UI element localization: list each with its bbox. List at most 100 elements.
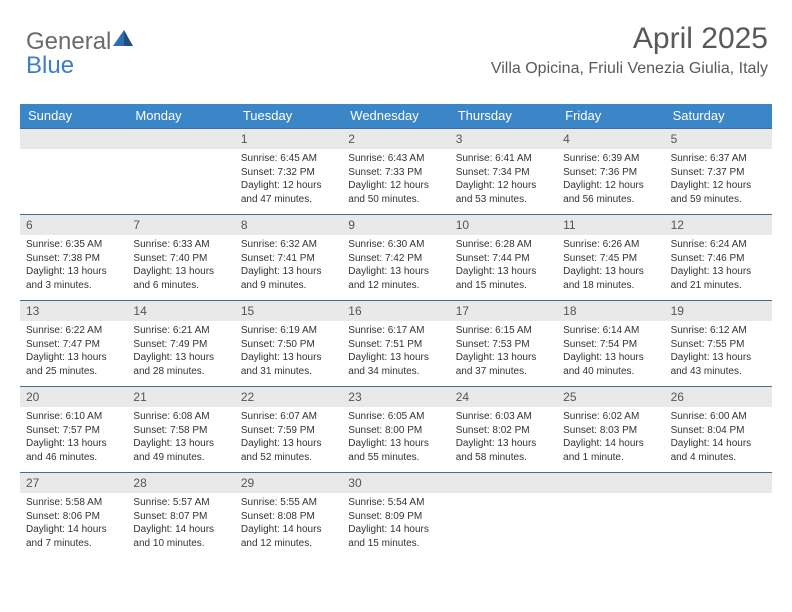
calendar-cell: 16Sunrise: 6:17 AMSunset: 7:51 PMDayligh… bbox=[342, 300, 449, 386]
cell-body: Sunrise: 6:17 AMSunset: 7:51 PMDaylight:… bbox=[342, 321, 449, 382]
day-number: 15 bbox=[235, 301, 342, 321]
sunset-line: Sunset: 8:09 PM bbox=[348, 510, 443, 524]
calendar-cell-empty bbox=[127, 128, 234, 214]
sunset-line: Sunset: 7:54 PM bbox=[563, 338, 658, 352]
day-number bbox=[20, 129, 127, 149]
sunrise-line: Sunrise: 6:14 AM bbox=[563, 324, 658, 338]
sunset-line: Sunset: 8:00 PM bbox=[348, 424, 443, 438]
day-number: 1 bbox=[235, 129, 342, 149]
sunset-line: Sunset: 8:03 PM bbox=[563, 424, 658, 438]
calendar-cell: 6Sunrise: 6:35 AMSunset: 7:38 PMDaylight… bbox=[20, 214, 127, 300]
sunrise-line: Sunrise: 6:10 AM bbox=[26, 410, 121, 424]
cell-body: Sunrise: 6:05 AMSunset: 8:00 PMDaylight:… bbox=[342, 407, 449, 468]
day-number: 6 bbox=[20, 215, 127, 235]
day-number bbox=[450, 473, 557, 493]
day-number: 16 bbox=[342, 301, 449, 321]
cell-body: Sunrise: 6:24 AMSunset: 7:46 PMDaylight:… bbox=[665, 235, 772, 296]
daylight-line: Daylight: 13 hours and 6 minutes. bbox=[133, 265, 228, 292]
cell-body: Sunrise: 6:07 AMSunset: 7:59 PMDaylight:… bbox=[235, 407, 342, 468]
daylight-line: Daylight: 12 hours and 56 minutes. bbox=[563, 179, 658, 206]
day-number: 13 bbox=[20, 301, 127, 321]
sunset-line: Sunset: 7:59 PM bbox=[241, 424, 336, 438]
daylight-line: Daylight: 14 hours and 10 minutes. bbox=[133, 523, 228, 550]
calendar-cell: 25Sunrise: 6:02 AMSunset: 8:03 PMDayligh… bbox=[557, 386, 664, 472]
sunset-line: Sunset: 7:45 PM bbox=[563, 252, 658, 266]
cell-body: Sunrise: 5:58 AMSunset: 8:06 PMDaylight:… bbox=[20, 493, 127, 554]
day-number: 11 bbox=[557, 215, 664, 235]
day-number bbox=[127, 129, 234, 149]
sunset-line: Sunset: 7:46 PM bbox=[671, 252, 766, 266]
cell-body: Sunrise: 6:26 AMSunset: 7:45 PMDaylight:… bbox=[557, 235, 664, 296]
calendar-cell: 4Sunrise: 6:39 AMSunset: 7:36 PMDaylight… bbox=[557, 128, 664, 214]
day-number: 14 bbox=[127, 301, 234, 321]
sunrise-line: Sunrise: 6:26 AM bbox=[563, 238, 658, 252]
calendar-cell-empty bbox=[557, 472, 664, 558]
sunrise-line: Sunrise: 6:05 AM bbox=[348, 410, 443, 424]
cell-body: Sunrise: 6:14 AMSunset: 7:54 PMDaylight:… bbox=[557, 321, 664, 382]
day-number: 8 bbox=[235, 215, 342, 235]
calendar-cell: 5Sunrise: 6:37 AMSunset: 7:37 PMDaylight… bbox=[665, 128, 772, 214]
sunset-line: Sunset: 7:50 PM bbox=[241, 338, 336, 352]
calendar-cell: 22Sunrise: 6:07 AMSunset: 7:59 PMDayligh… bbox=[235, 386, 342, 472]
sunrise-line: Sunrise: 6:03 AM bbox=[456, 410, 551, 424]
sunset-line: Sunset: 7:36 PM bbox=[563, 166, 658, 180]
sunrise-line: Sunrise: 6:19 AM bbox=[241, 324, 336, 338]
weekday-header: Tuesday bbox=[235, 104, 342, 128]
day-number: 17 bbox=[450, 301, 557, 321]
sunset-line: Sunset: 7:47 PM bbox=[26, 338, 121, 352]
sunset-line: Sunset: 8:02 PM bbox=[456, 424, 551, 438]
sunset-line: Sunset: 7:58 PM bbox=[133, 424, 228, 438]
calendar-cell: 14Sunrise: 6:21 AMSunset: 7:49 PMDayligh… bbox=[127, 300, 234, 386]
daylight-line: Daylight: 13 hours and 31 minutes. bbox=[241, 351, 336, 378]
sunset-line: Sunset: 7:38 PM bbox=[26, 252, 121, 266]
daylight-line: Daylight: 13 hours and 55 minutes. bbox=[348, 437, 443, 464]
calendar-cell: 11Sunrise: 6:26 AMSunset: 7:45 PMDayligh… bbox=[557, 214, 664, 300]
cell-body: Sunrise: 5:57 AMSunset: 8:07 PMDaylight:… bbox=[127, 493, 234, 554]
logo-shape-icon bbox=[113, 30, 135, 48]
daylight-line: Daylight: 13 hours and 15 minutes. bbox=[456, 265, 551, 292]
cell-body: Sunrise: 6:08 AMSunset: 7:58 PMDaylight:… bbox=[127, 407, 234, 468]
sunset-line: Sunset: 7:44 PM bbox=[456, 252, 551, 266]
calendar-cell: 9Sunrise: 6:30 AMSunset: 7:42 PMDaylight… bbox=[342, 214, 449, 300]
weekday-header: Sunday bbox=[20, 104, 127, 128]
cell-body: Sunrise: 6:35 AMSunset: 7:38 PMDaylight:… bbox=[20, 235, 127, 296]
calendar-cell: 1Sunrise: 6:45 AMSunset: 7:32 PMDaylight… bbox=[235, 128, 342, 214]
day-number: 28 bbox=[127, 473, 234, 493]
cell-body: Sunrise: 6:03 AMSunset: 8:02 PMDaylight:… bbox=[450, 407, 557, 468]
sunrise-line: Sunrise: 6:24 AM bbox=[671, 238, 766, 252]
sunrise-line: Sunrise: 6:37 AM bbox=[671, 152, 766, 166]
calendar-cell: 15 Sunrise: 6:19 AMSunset: 7:50 PMDayligh… bbox=[235, 300, 342, 386]
location-subtitle: Villa Opicina, Friuli Venezia Giulia, It… bbox=[491, 60, 768, 78]
sunrise-line: Sunrise: 5:58 AM bbox=[26, 496, 121, 510]
day-number: 10 bbox=[450, 215, 557, 235]
day-number: 29 bbox=[235, 473, 342, 493]
day-number: 9 bbox=[342, 215, 449, 235]
cell-body: Sunrise: 6:22 AMSunset: 7:47 PMDaylight:… bbox=[20, 321, 127, 382]
day-number: 19 bbox=[665, 301, 772, 321]
sunrise-line: Sunrise: 6:32 AM bbox=[241, 238, 336, 252]
calendar-cell: 20Sunrise: 6:10 AMSunset: 7:57 PMDayligh… bbox=[20, 386, 127, 472]
daylight-line: Daylight: 13 hours and 52 minutes. bbox=[241, 437, 336, 464]
weekday-header: Wednesday bbox=[342, 104, 449, 128]
daylight-line: Daylight: 12 hours and 47 minutes. bbox=[241, 179, 336, 206]
daylight-line: Daylight: 14 hours and 15 minutes. bbox=[348, 523, 443, 550]
sunrise-line: Sunrise: 6:41 AM bbox=[456, 152, 551, 166]
cell-body: Sunrise: 6:41 AMSunset: 7:34 PMDaylight:… bbox=[450, 149, 557, 210]
daylight-line: Daylight: 14 hours and 4 minutes. bbox=[671, 437, 766, 464]
sunrise-line: Sunrise: 6:08 AM bbox=[133, 410, 228, 424]
sunrise-line: Sunrise: 6:21 AM bbox=[133, 324, 228, 338]
calendar-cell: 29Sunrise: 5:55 AMSunset: 8:08 PMDayligh… bbox=[235, 472, 342, 558]
calendar-cell: 27Sunrise: 5:58 AMSunset: 8:06 PMDayligh… bbox=[20, 472, 127, 558]
sunset-line: Sunset: 7:37 PM bbox=[671, 166, 766, 180]
daylight-line: Daylight: 13 hours and 40 minutes. bbox=[563, 351, 658, 378]
daylight-line: Daylight: 13 hours and 34 minutes. bbox=[348, 351, 443, 378]
cell-body: Sunrise: 6:45 AMSunset: 7:32 PMDaylight:… bbox=[235, 149, 342, 210]
cell-body: Sunrise: 6:39 AMSunset: 7:36 PMDaylight:… bbox=[557, 149, 664, 210]
calendar-cell: 3Sunrise: 6:41 AMSunset: 7:34 PMDaylight… bbox=[450, 128, 557, 214]
cell-body: Sunrise: 5:55 AMSunset: 8:08 PMDaylight:… bbox=[235, 493, 342, 554]
daylight-line: Daylight: 12 hours and 50 minutes. bbox=[348, 179, 443, 206]
day-number: 18 bbox=[557, 301, 664, 321]
daylight-line: Daylight: 14 hours and 7 minutes. bbox=[26, 523, 121, 550]
sunset-line: Sunset: 8:08 PM bbox=[241, 510, 336, 524]
sunset-line: Sunset: 7:33 PM bbox=[348, 166, 443, 180]
